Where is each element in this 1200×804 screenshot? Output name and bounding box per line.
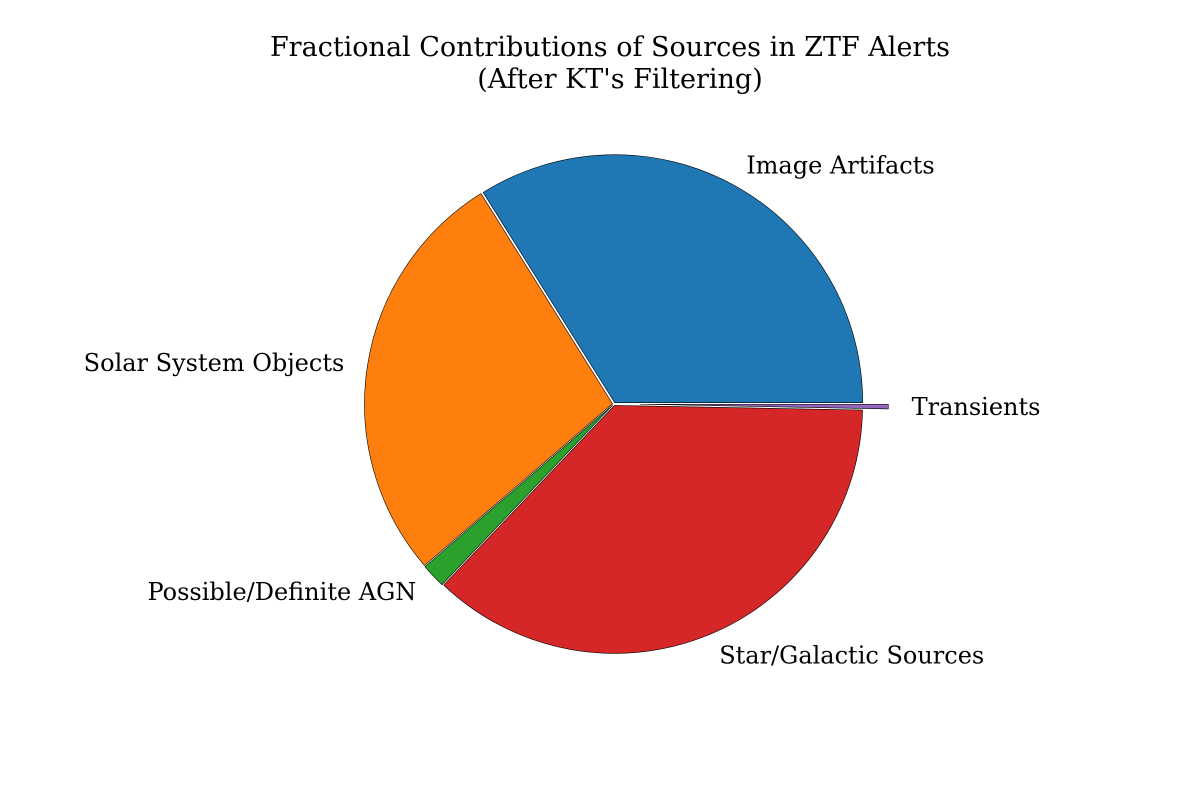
pie-label-star-galactic-sources: Star/Galactic Sources	[719, 642, 984, 670]
pie-label-image-artifacts: Image Artifacts	[746, 151, 934, 179]
pie-slices	[364, 154, 889, 654]
pie-slice-image-artifacts	[482, 154, 864, 403]
pie-slice-star-galactic-sources	[443, 405, 863, 654]
chart-title-line-1: Fractional Contributions of Sources in Z…	[270, 32, 950, 63]
pie-label-transients: Transients	[912, 393, 1041, 421]
pie-slice-transients	[639, 403, 889, 410]
pie-labels: Image Artifacts Solar System Objects Possi…	[84, 151, 1041, 669]
pie-label-solar-system-objects: Solar System Objects	[84, 349, 345, 377]
pie-label-possible-definite-agn: Possible/Definite AGN	[147, 578, 416, 606]
pie-slice-possible-definite-agn	[424, 404, 614, 586]
chart-title-line-2: (After KT's Filtering)	[477, 64, 763, 95]
pie-slice-solar-system-objects	[364, 193, 613, 566]
